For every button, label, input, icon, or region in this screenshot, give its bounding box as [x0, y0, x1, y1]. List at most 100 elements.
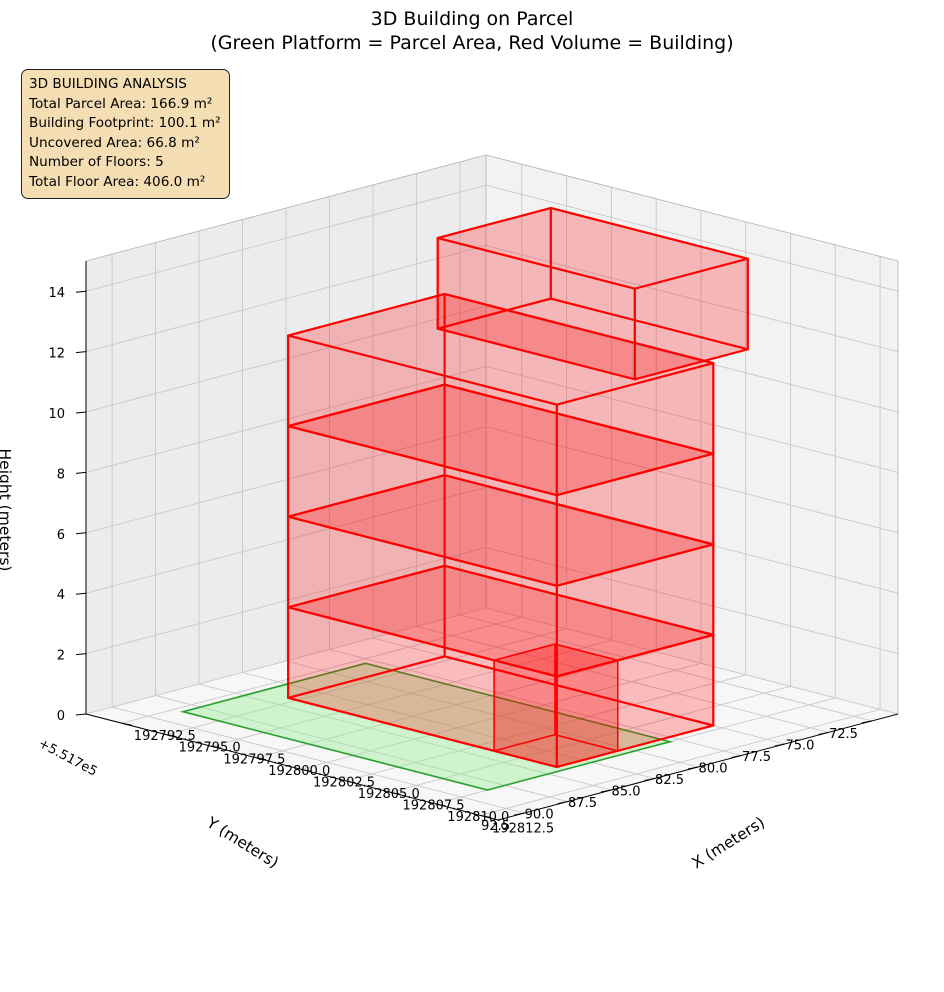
building-geometry: [179, 207, 749, 791]
y-tick-label: 82.5: [655, 773, 684, 788]
building-floor-4: [287, 293, 715, 497]
z-tick-label: 6: [57, 528, 65, 543]
building-annex: [493, 643, 619, 768]
total-floor-area-text: Total Floor Area: 406.0 m²: [29, 173, 206, 190]
y-tick-mark: [687, 766, 699, 770]
grid-line-z: [85, 245, 487, 353]
grid-line-z: [485, 547, 899, 655]
grid-line-z: [485, 486, 899, 594]
grid-line-z: [85, 426, 487, 534]
x-tick-label: 192797.5: [223, 752, 285, 767]
building-footprint-text: Building Footprint: 100.1 m²: [29, 115, 221, 132]
z-tick-mark: [75, 713, 87, 716]
x-tick-mark: [166, 734, 177, 738]
x-tick-label: 192802.5: [313, 775, 375, 790]
x-tick-label: 192812.5: [492, 821, 554, 836]
y-tick-label: 87.5: [568, 796, 597, 811]
grid-line-z: [485, 365, 899, 473]
grid-line-y: [242, 672, 655, 779]
grid-line-z: [85, 547, 487, 655]
z-tick-label: 14: [48, 286, 65, 301]
parcel-platform: [179, 662, 674, 791]
y-axis-line: [85, 713, 499, 821]
y-tick-label: 72.5: [829, 727, 858, 742]
x-axis-label: X (meters): [689, 813, 768, 872]
axis-ticks: 192792.5192795.0192797.5192800.0192802.5…: [48, 261, 899, 836]
pane-edge: [85, 154, 487, 262]
y-tick-mark: [818, 731, 829, 735]
grid-line-z: [85, 184, 487, 292]
y-tick-label: 90.0: [525, 808, 554, 823]
grid-line-z: [485, 184, 899, 292]
x-tick-label: 192800.0: [268, 764, 330, 779]
x-tick-mark: [211, 745, 222, 749]
grid-line-y: [329, 649, 742, 756]
z-tick-mark: [75, 411, 87, 414]
z-axis-label: Height (meters): [0, 449, 14, 572]
grid-line-z: [485, 607, 899, 715]
grid-line-z: [85, 365, 487, 473]
z-tick-mark: [75, 351, 87, 354]
x-tick-label: 192795.0: [179, 741, 241, 756]
x-tick-mark: [345, 780, 356, 784]
box-face: [287, 293, 715, 406]
grid-line-z: [85, 486, 487, 594]
y-tick-label: 92.5: [481, 819, 510, 834]
x-tick-label: 192807.5: [403, 798, 465, 813]
chart-subtitle: (Green Platform = Parcel Area, Red Volum…: [210, 32, 734, 54]
z-tick-mark: [75, 290, 87, 293]
z-tick-label: 4: [57, 588, 65, 603]
y-tick-label: 75.0: [785, 738, 814, 753]
building-floor-5: [436, 207, 749, 381]
grid-line-y: [111, 706, 525, 814]
y-tick-mark: [774, 743, 786, 747]
grid-line-y: [198, 683, 612, 791]
building-floor-3: [287, 383, 715, 587]
y-tick-label: 77.5: [742, 750, 771, 765]
grid-line-z: [485, 245, 899, 353]
analysis-info-box: 3D BUILDING ANALYSIS Total Parcel Area: …: [21, 69, 230, 199]
y-tick-mark: [513, 812, 525, 816]
grid-line-y: [155, 695, 568, 803]
pane-edge: [485, 154, 899, 262]
y-tick-mark: [644, 778, 655, 782]
x-tick-mark: [256, 757, 267, 761]
y-axis-offset-label: +5.517e5: [36, 736, 100, 779]
y-tick-mark: [557, 801, 568, 805]
grid-line-z: [85, 305, 487, 413]
chart-title: 3D Building on Parcel: [370, 8, 574, 30]
z-tick-mark: [75, 471, 87, 474]
x-tick-mark: [121, 722, 132, 726]
grid-line-z: [485, 305, 899, 413]
box-face: [493, 659, 558, 768]
x-tick-label: 192810.0: [447, 810, 509, 825]
y-tick-label: 85.0: [612, 785, 641, 800]
grid-line-y: [416, 625, 829, 733]
box-face: [556, 659, 619, 768]
z-tick-label: 8: [57, 467, 65, 482]
z-tick-label: 10: [48, 407, 65, 422]
z-tick-mark: [75, 592, 87, 595]
z-tick-mark: [75, 532, 87, 535]
x-tick-mark: [479, 814, 491, 818]
x-tick-mark: [390, 791, 401, 795]
box-face: [436, 207, 749, 290]
z-tick-label: 12: [48, 347, 65, 362]
y-tick-mark: [861, 720, 873, 724]
y-tick-mark: [731, 754, 742, 758]
x-tick-label: 192805.0: [358, 787, 420, 802]
uncovered-area-text: Uncovered Area: 66.8 m²: [29, 134, 200, 151]
grid-line-z: [85, 607, 487, 715]
box-face: [493, 643, 619, 678]
total-parcel-area-text: Total Parcel Area: 166.9 m²: [29, 95, 213, 112]
z-tick-label: 2: [57, 649, 65, 664]
x-tick-label: 192792.5: [134, 729, 196, 744]
z-tick-mark: [75, 653, 87, 656]
x-tick-mark: [435, 803, 446, 807]
y-tick-label: 80.0: [699, 762, 728, 777]
x-tick-mark: [300, 768, 312, 772]
number-of-floors-text: Number of Floors: 5: [29, 154, 164, 171]
y-tick-mark: [600, 789, 612, 793]
info-box-heading: 3D BUILDING ANALYSIS: [29, 76, 187, 92]
